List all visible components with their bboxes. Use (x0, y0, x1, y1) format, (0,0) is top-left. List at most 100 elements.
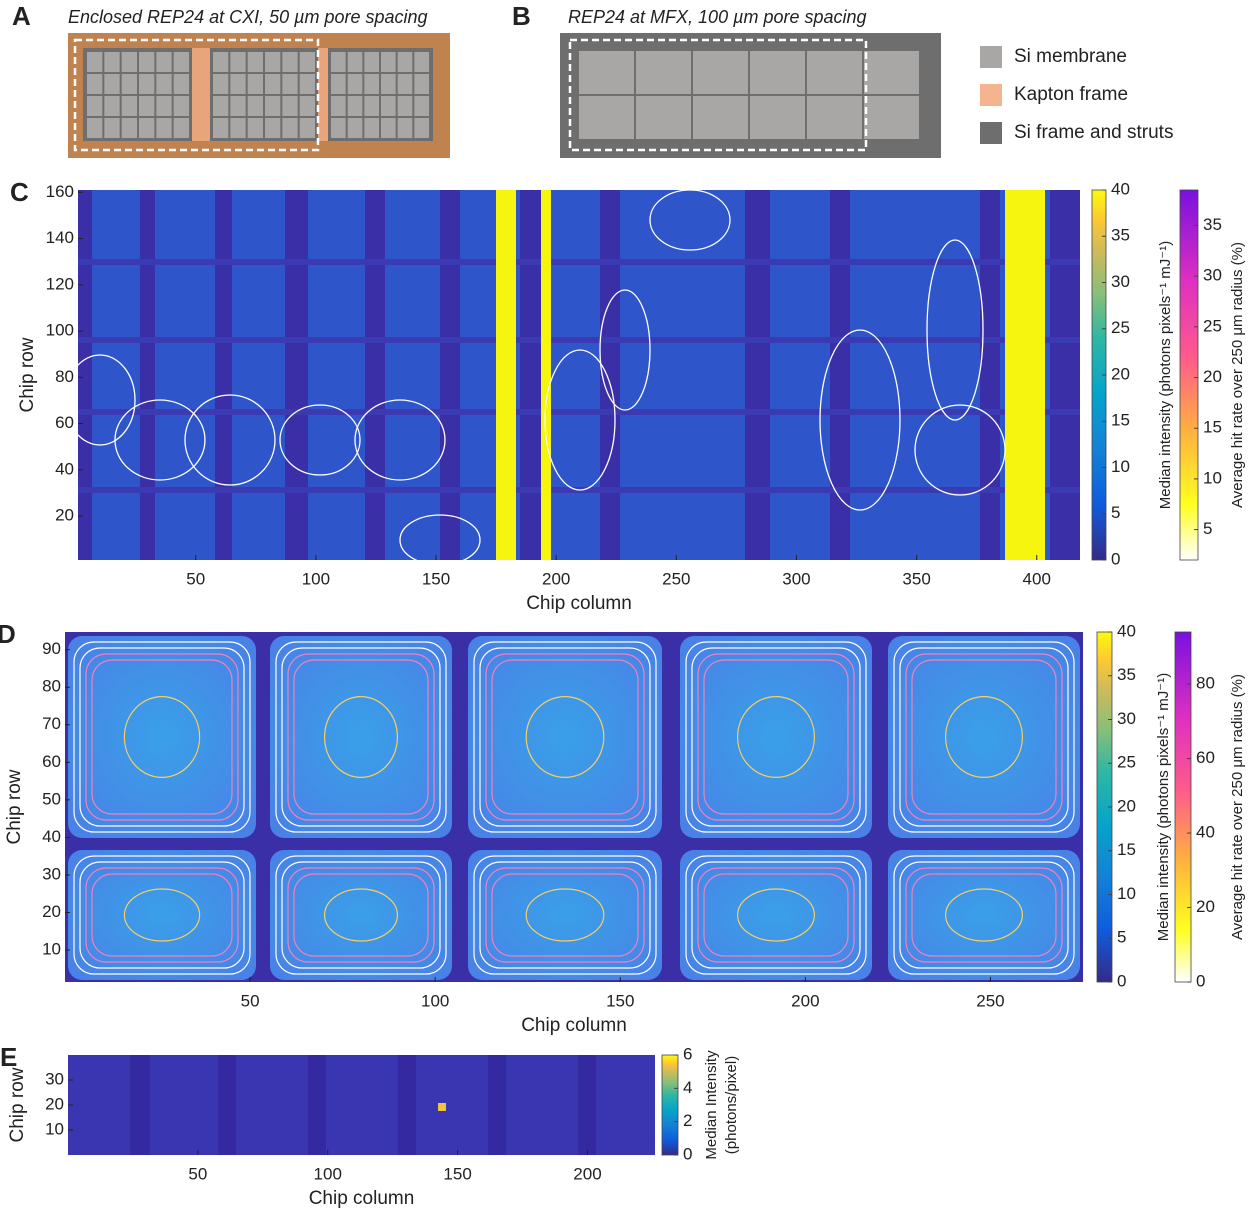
strut (78, 259, 1080, 265)
x-tick-label: 200 (573, 1164, 601, 1183)
contour (114, 399, 206, 481)
strut (365, 190, 385, 560)
membrane-tile (265, 52, 281, 72)
membrane-tile (121, 96, 137, 116)
colorbar-tick-label: 0 (1196, 971, 1205, 990)
y-tick-label: 80 (55, 367, 74, 386)
strut (980, 190, 1000, 560)
membrane-tile (364, 74, 379, 94)
membrane-tile (636, 51, 691, 94)
legend-swatch (980, 46, 1002, 68)
contour (491, 873, 639, 957)
membrane-tile (282, 118, 298, 138)
membrane-tile (87, 74, 103, 94)
membrane-tile (104, 118, 120, 138)
saturated-strip (541, 190, 551, 560)
colorbar-label: Average hit rate over 250 μm radius (%) (1229, 674, 1246, 940)
x-tick-label: 50 (186, 569, 205, 588)
x-tick-label: 200 (542, 569, 570, 588)
saturated-strip (1005, 190, 1045, 560)
membrane-tile (230, 74, 246, 94)
legend-swatch (980, 122, 1002, 144)
membrane-tile (213, 118, 229, 138)
membrane-tile (213, 74, 229, 94)
membrane-tile (139, 118, 155, 138)
saturated-strip (496, 190, 516, 560)
membrane-tile (265, 96, 281, 116)
colorbar-tick-label: 0 (1111, 549, 1120, 568)
contour (79, 861, 245, 969)
contour (287, 653, 435, 821)
membrane-tile (299, 118, 315, 138)
legend-swatch (980, 84, 1002, 106)
y-tick-label: 10 (42, 940, 61, 959)
colorbar-label: Median intensity (photons pixels⁻¹ mJ⁻¹) (1155, 673, 1172, 941)
membrane-window (270, 850, 452, 980)
contour (911, 659, 1057, 815)
strut (578, 1055, 596, 1155)
strut (308, 1055, 326, 1155)
x-tick-label: 100 (302, 569, 330, 588)
x-tick-label: 400 (1023, 569, 1051, 588)
colorbar-tick-label: 15 (1117, 840, 1136, 859)
contour (354, 399, 446, 481)
membrane-tile (156, 52, 172, 72)
membrane-tile (579, 51, 634, 94)
contour (123, 695, 201, 778)
contour (281, 647, 441, 827)
membrane-tile (364, 52, 379, 72)
x-axis-label: Chip column (521, 1015, 627, 1036)
membrane-tile (693, 96, 748, 139)
x-tick-label: 150 (606, 991, 634, 1010)
membrane-tile (331, 118, 346, 138)
y-tick-label: 20 (55, 506, 74, 525)
colorbar-tick-label: 80 (1196, 674, 1215, 693)
colorbar-tick-label: 40 (1111, 179, 1130, 198)
contour (899, 647, 1069, 827)
y-tick-label: 20 (45, 1094, 64, 1113)
strut (215, 190, 232, 560)
membrane-tile (347, 74, 363, 94)
membrane-tile (230, 96, 246, 116)
membrane-tile (139, 52, 155, 72)
contour (703, 659, 849, 815)
hot-spot (438, 1103, 446, 1111)
contour (525, 888, 605, 942)
colorbar-tick-label: 5 (1111, 503, 1120, 522)
colorbar-tick-label: 35 (1117, 665, 1136, 684)
membrane-tile (693, 51, 748, 94)
colorbar-label: Median intensity (photons pixels⁻¹ mJ⁻¹) (1157, 241, 1174, 509)
membrane-tile (282, 74, 298, 94)
contour (485, 653, 645, 821)
contour (485, 867, 645, 963)
membrane-tile (121, 52, 137, 72)
y-tick-label: 100 (46, 321, 74, 340)
membrane-tile (299, 52, 315, 72)
legend-label: Kapton frame (1014, 84, 1128, 105)
membrane-tile (750, 96, 805, 139)
membrane-tile (213, 52, 229, 72)
y-tick-label: 30 (42, 864, 61, 883)
y-tick-label: 120 (46, 274, 74, 293)
membrane-tile (397, 118, 413, 138)
x-tick-label: 200 (791, 991, 819, 1010)
colorbar-tick-label: 0 (683, 1144, 692, 1163)
y-tick-label: 20 (42, 902, 61, 921)
strut (520, 190, 545, 560)
y-tick-label: 60 (55, 413, 74, 432)
membrane-tile (364, 118, 379, 138)
strut (440, 190, 460, 560)
membrane-tile (247, 74, 263, 94)
strut (745, 190, 770, 560)
colorbar-tick-label: 25 (1203, 316, 1222, 335)
strut (140, 190, 155, 560)
membrane-tile (156, 118, 172, 138)
membrane-tile (397, 96, 413, 116)
colorbar-tick-label: 30 (1111, 272, 1130, 291)
x-tick-label: 250 (662, 569, 690, 588)
membrane-tile (414, 96, 429, 116)
membrane-tile (750, 51, 805, 94)
y-axis-label: Chip row (7, 1067, 28, 1142)
contour (73, 855, 251, 975)
heatmap-panel: C50 100 150 200 250 300 350 4002040608010012014… (10, 177, 1246, 614)
